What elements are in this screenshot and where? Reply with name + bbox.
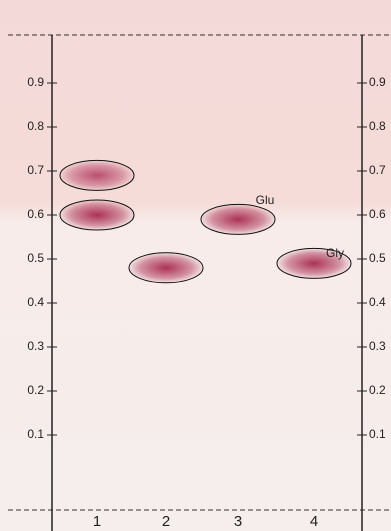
- lane-label: 4: [310, 513, 318, 530]
- spot-annotation: Glu: [256, 193, 275, 207]
- y-tick-label: 0.7: [369, 163, 386, 177]
- spot: [201, 204, 275, 234]
- y-tick-label: 0.6: [369, 207, 386, 221]
- spot: [60, 200, 134, 230]
- y-tick-label: 0.5: [27, 251, 44, 265]
- y-tick-label: 0.8: [369, 119, 386, 133]
- spot: [60, 160, 134, 190]
- y-tick-label: 0.3: [27, 339, 44, 353]
- y-tick-label: 0.9: [369, 75, 386, 89]
- spot: [129, 253, 203, 283]
- lane-label: 1: [93, 513, 101, 530]
- lane-label: 3: [234, 513, 242, 530]
- y-tick-label: 0.1: [27, 427, 44, 441]
- y-tick-label: 0.2: [369, 383, 386, 397]
- y-tick-label: 0.9: [27, 75, 44, 89]
- y-tick-label: 0.7: [27, 163, 44, 177]
- y-tick-label: 0.2: [27, 383, 44, 397]
- y-tick-label: 0.8: [27, 119, 44, 133]
- y-tick-label: 0.4: [369, 295, 386, 309]
- y-tick-label: 0.4: [27, 295, 44, 309]
- y-tick-label: 0.1: [369, 427, 386, 441]
- y-tick-label: 0.6: [27, 207, 44, 221]
- spot-annotation: Gly: [326, 246, 344, 260]
- tlc-plate: 0.1 0.1 0.2 0.2 0.3 0.3 0.4 0.4 0.5 0.5 0.6 0.6 0.7 0…: [0, 0, 391, 531]
- y-tick-label: 0.3: [369, 339, 386, 353]
- lane-label: 2: [162, 513, 170, 530]
- y-tick-label: 0.5: [369, 251, 386, 265]
